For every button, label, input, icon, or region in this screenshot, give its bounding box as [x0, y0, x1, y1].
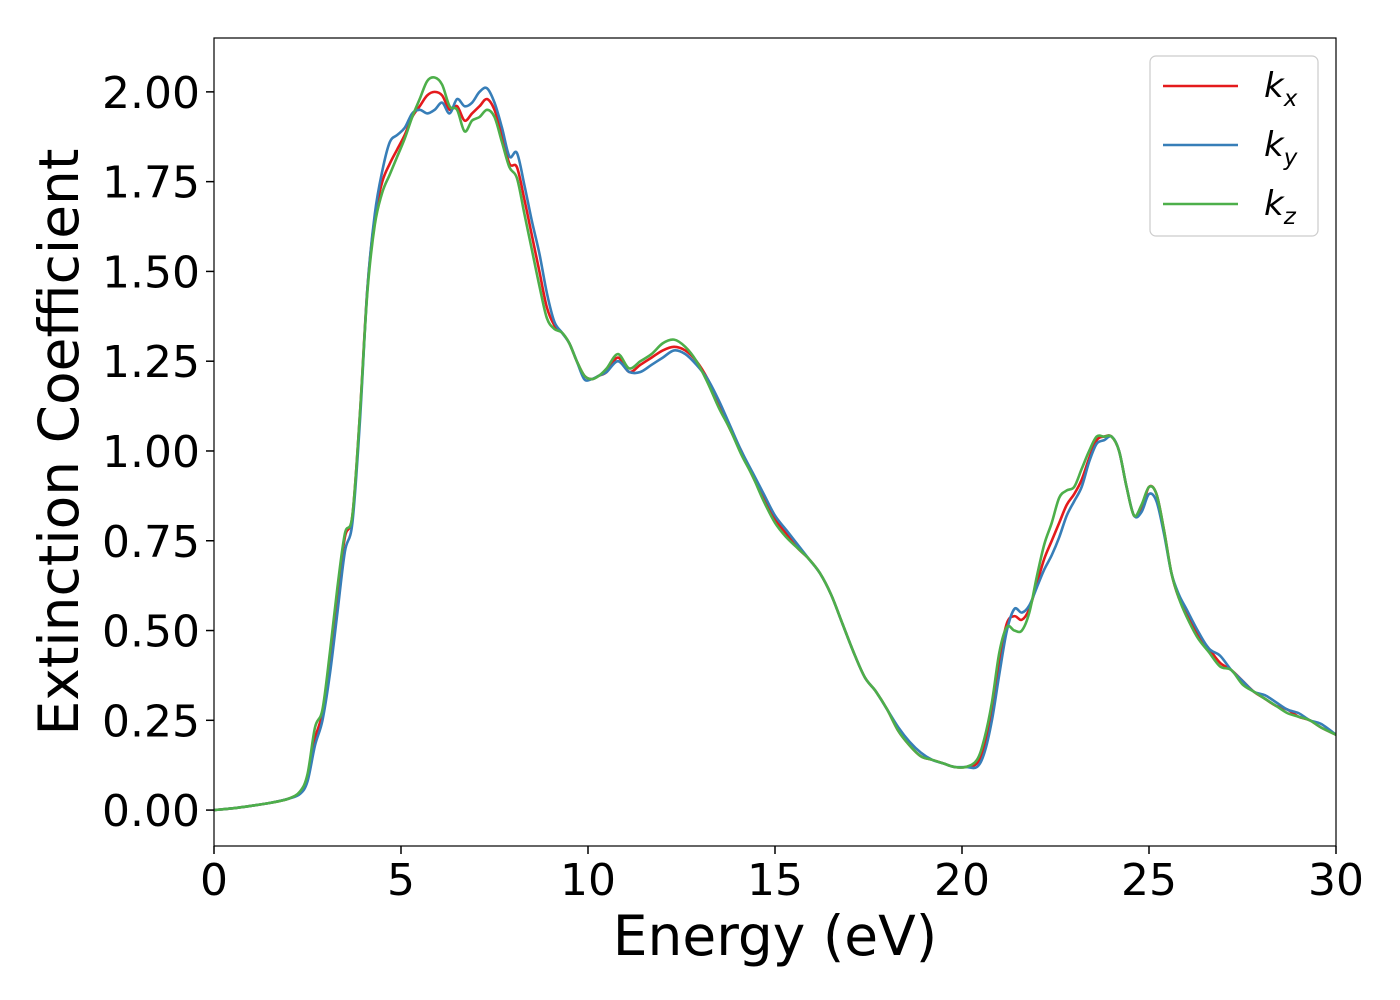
y-tick-label: 0.75 — [102, 517, 200, 568]
y-axis-title: Extinction Coefficient — [27, 149, 91, 736]
y-tick-label: 1.00 — [102, 427, 200, 478]
series-lines — [214, 76, 1336, 812]
legend-label-ky: ky — [1264, 125, 1298, 171]
x-tick-label: 15 — [747, 855, 803, 906]
y-axis: 0.00 0.25 0.50 0.75 1.00 1.25 1.50 1.75 2.00 — [102, 68, 214, 837]
x-tick-label: 30 — [1308, 855, 1364, 906]
legend-label-kz: kz — [1264, 184, 1297, 230]
series-line-kz — [214, 76, 1336, 812]
y-tick-label: 1.50 — [102, 247, 200, 298]
x-tick-label: 0 — [200, 855, 228, 906]
x-tick-label: 5 — [387, 855, 415, 906]
y-tick-label: 2.00 — [102, 68, 200, 119]
x-axis-title: Energy (eV) — [613, 904, 937, 968]
y-tick-label: 1.25 — [102, 337, 200, 388]
y-tick-label: 0.25 — [102, 696, 200, 747]
y-tick-label: 0.50 — [102, 607, 200, 658]
x-tick-label: 20 — [934, 855, 990, 906]
legend-label-kx: kx — [1264, 66, 1298, 112]
x-tick-label: 25 — [1121, 855, 1177, 906]
y-tick-label: 0.00 — [102, 786, 200, 837]
x-tick-label: 10 — [560, 855, 616, 906]
x-axis: 0 5 10 15 20 25 30 — [200, 846, 1364, 906]
legend: kx ky kz — [1149, 55, 1319, 237]
y-tick-label: 1.75 — [102, 158, 200, 209]
